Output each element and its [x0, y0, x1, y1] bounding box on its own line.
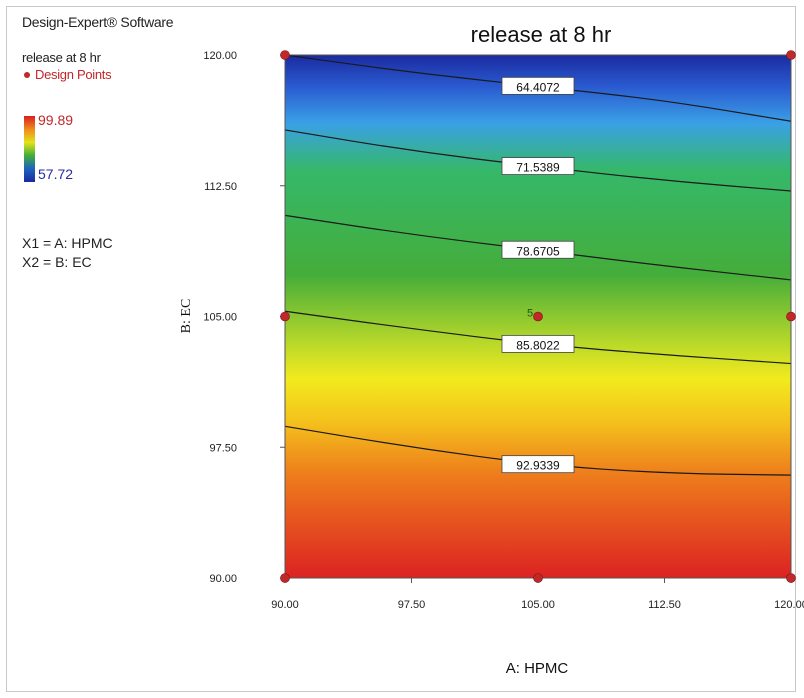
design-point [533, 311, 543, 322]
factor-y: X2 = B: EC [22, 254, 92, 270]
software-name: Design-Expert® Software [22, 14, 174, 30]
chart-title: release at 8 hr [471, 22, 612, 47]
color-scale-bar [24, 116, 35, 182]
x-tick-label: 90.00 [271, 599, 299, 611]
contour-label-3: 78.6705 [516, 244, 560, 258]
y-tick-label: 105.00 [203, 312, 237, 324]
y-tick-label: 90.00 [209, 573, 237, 585]
contour-label-box-4 [501, 334, 575, 353]
chart-frame [6, 6, 796, 692]
factor-list: X1 = A: HPMC X2 = B: EC [22, 234, 113, 272]
legend-response-name: release at 8 hr [22, 50, 101, 65]
design-point-marker-icon [24, 72, 30, 79]
design-point [533, 573, 543, 583]
color-scale-max: 99.89 [38, 112, 74, 128]
contour-label-4: 85.8022 [516, 338, 560, 352]
contour-label-box-1 [501, 76, 575, 95]
x-tick-label: 97.50 [398, 599, 426, 611]
design-point-label: 5 [527, 308, 533, 320]
contour-label-5: 92.9339 [516, 459, 560, 473]
contour-label-box-2 [501, 157, 575, 175]
legend-design-points-label: Design Points [35, 67, 112, 82]
design-point [280, 50, 290, 60]
legend-panel: Design-Expert® Software release at 8 hr … [22, 14, 174, 82]
y-tick-label: 97.50 [209, 442, 237, 454]
design-point [786, 50, 796, 60]
x-axis-label: A: HPMC [506, 660, 569, 677]
contour-label-box-5 [501, 455, 575, 474]
design-point [786, 573, 796, 583]
design-point [280, 573, 290, 583]
factor-x: X1 = A: HPMC [22, 235, 113, 251]
contour-label-2: 71.5389 [516, 161, 560, 175]
color-scale-min: 57.72 [38, 166, 74, 182]
y-axis-label: B: EC [179, 299, 194, 334]
y-tick-label: 112.50 [204, 181, 237, 193]
x-tick-label: 105.00 [521, 599, 555, 611]
design-point [280, 311, 290, 322]
x-tick-label: 112.50 [648, 599, 681, 611]
design-point [786, 311, 796, 322]
y-tick-label: 120.00 [203, 50, 237, 62]
x-tick-label: 120.00 [774, 599, 804, 611]
legend-design-points: Design Points [22, 67, 173, 82]
contour-label-1: 64.4072 [516, 80, 560, 94]
contour-label-box-3 [501, 240, 575, 259]
